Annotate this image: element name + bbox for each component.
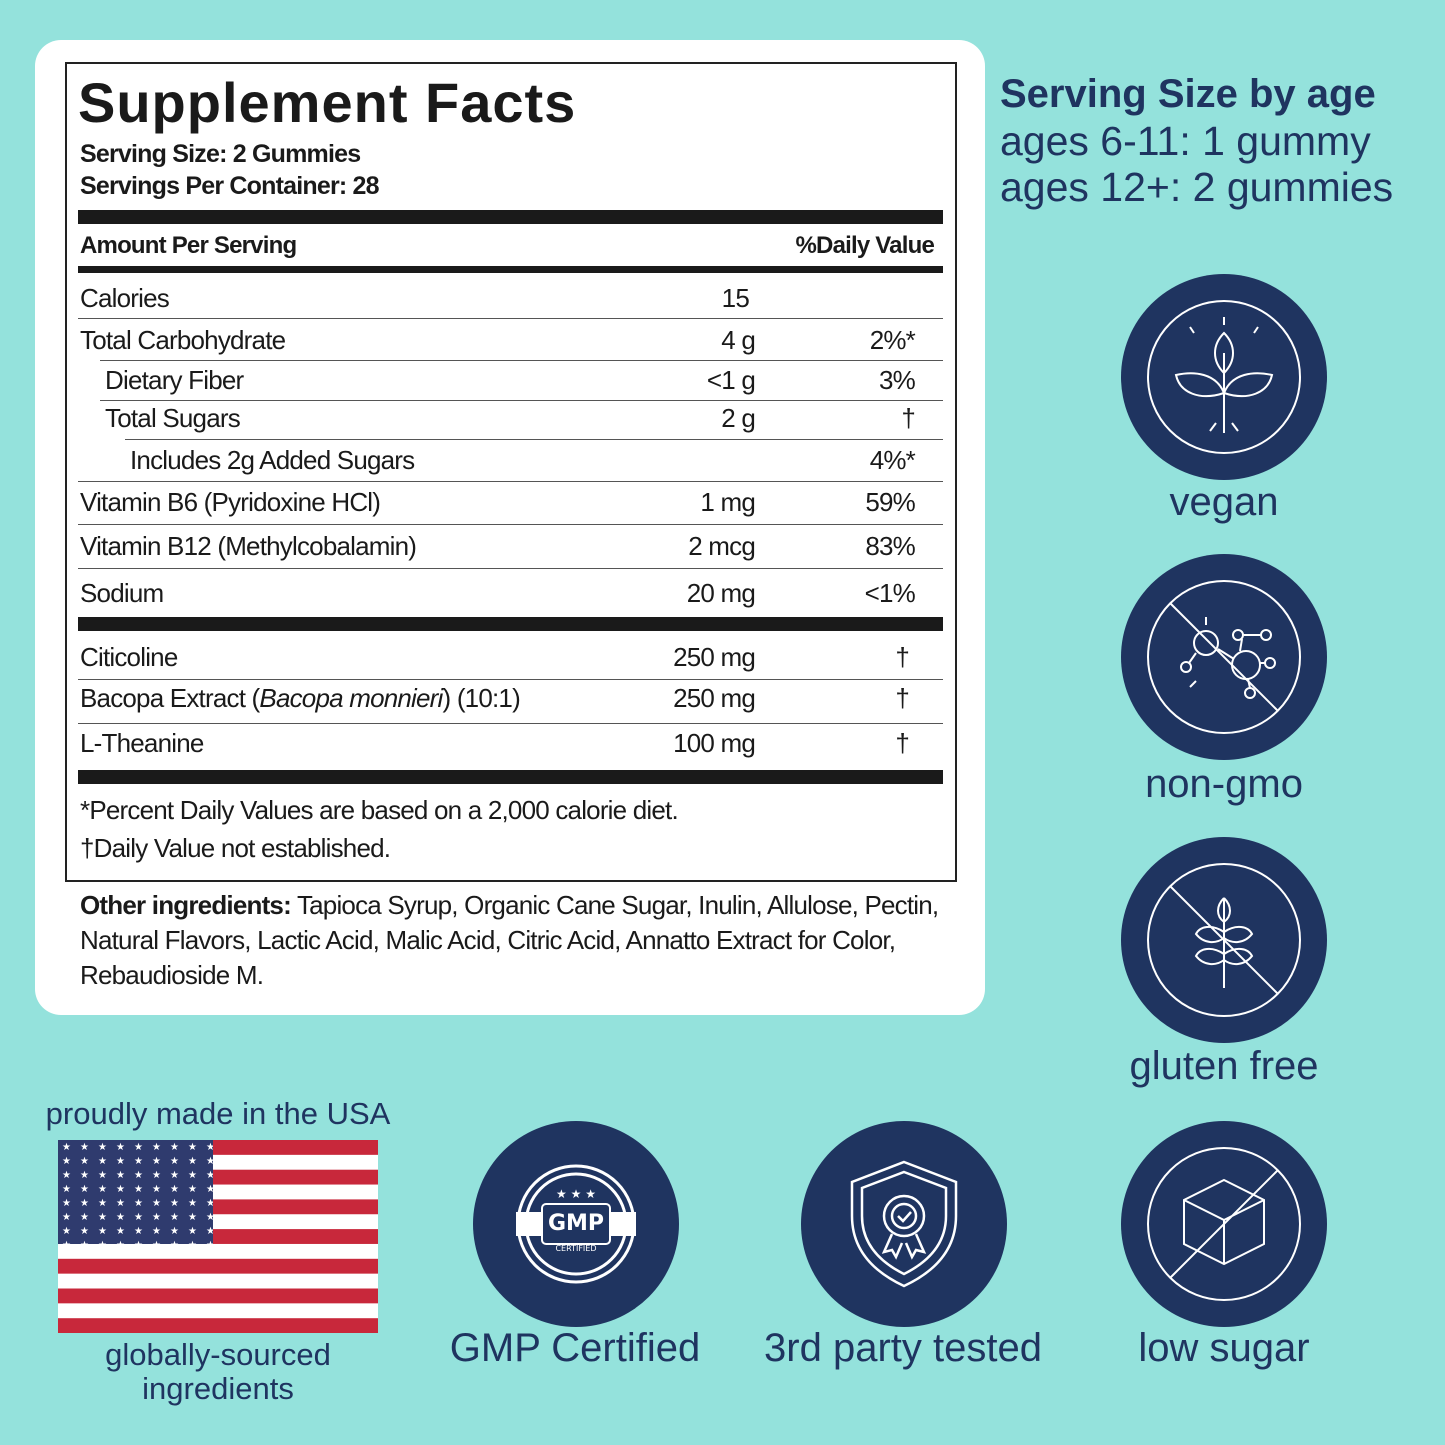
- row-name: Total Sugars: [105, 403, 241, 433]
- row-dv: †: [895, 642, 909, 672]
- gmp-label: GMP Certified: [449, 1326, 701, 1370]
- servings-per-container: Servings Per Container: 28: [80, 172, 380, 200]
- row-amount: 250 mg: [673, 683, 756, 713]
- row-name: L-Theanine: [80, 728, 204, 758]
- vegan-icon: [1121, 274, 1327, 480]
- row-dv: †: [901, 403, 915, 433]
- row-name: Vitamin B12 (Methylcobalamin): [80, 531, 417, 561]
- row-amount: 15: [721, 283, 750, 313]
- gmp-icon: GMP CERTIFIED ★ ★ ★: [473, 1121, 679, 1327]
- name-part: ) (10:1): [442, 683, 521, 713]
- row-amount: 1 mg: [700, 487, 755, 517]
- row-dv: †: [895, 728, 909, 758]
- row-dv: 83%: [865, 531, 915, 561]
- non-gmo-label: non-gmo: [1145, 762, 1303, 806]
- row-name: Calories: [80, 283, 170, 313]
- age-line: ages 6-11: 1 gummy: [1000, 118, 1371, 164]
- row-dv: 3%: [879, 365, 916, 395]
- usa-flag: ★: [58, 1140, 378, 1333]
- divider: [78, 568, 943, 569]
- row-amount: 100 mg: [673, 728, 756, 758]
- row-dv: †: [895, 683, 909, 713]
- divider: [100, 360, 943, 361]
- divider: [78, 481, 943, 482]
- row-name: Sodium: [80, 578, 164, 608]
- rule: [78, 266, 943, 273]
- gluten-free-icon: [1121, 837, 1327, 1043]
- row-amount: <1 g: [706, 365, 756, 395]
- row-amount: 4 g: [721, 325, 756, 355]
- facts-box: [65, 62, 957, 882]
- divider: [78, 723, 943, 724]
- row-amount: 20 mg: [686, 578, 756, 608]
- row-dv: 59%: [865, 487, 915, 517]
- gluten-free-label: gluten free: [1129, 1044, 1319, 1088]
- row-name: Vitamin B6 (Pyridoxine HCl): [80, 487, 381, 517]
- other-ingredients-text: Tapioca Syrup, Organic Cane Sugar, Inuli…: [80, 890, 939, 990]
- row-dv: <1%: [864, 578, 916, 608]
- footnote: †Daily Value not established.: [80, 833, 391, 863]
- row-name: Bacopa Extract (Bacopa monnieri) (10:1): [80, 680, 521, 716]
- divider: [100, 400, 943, 401]
- header-amount: Amount Per Serving: [80, 232, 297, 259]
- divider: [125, 439, 943, 440]
- usa-top: proudly made in the USA: [45, 1096, 391, 1131]
- facts-card: [35, 40, 985, 1015]
- other-ingredients-label: Other ingredients:: [80, 890, 292, 920]
- row-dv: 4%*: [869, 445, 916, 475]
- age-title: Serving Size by age: [1000, 72, 1376, 116]
- row-name: Dietary Fiber: [105, 365, 244, 395]
- name-part: Bacopa monnieri: [259, 683, 443, 713]
- row-name: Total Carbohydrate: [80, 325, 286, 355]
- gmp-seal-sub: CERTIFIED: [555, 1244, 596, 1253]
- age-line: ages 12+: 2 gummies: [1000, 164, 1394, 210]
- third-party-icon: [801, 1121, 1007, 1327]
- divider: [78, 318, 943, 319]
- row-name: Includes 2g Added Sugars: [130, 445, 415, 475]
- divider: [78, 524, 943, 525]
- header-dv: %Daily Value: [795, 232, 935, 259]
- usa-bottom: globally-sourced ingredients: [105, 1337, 331, 1406]
- row-dv: 2%*: [869, 325, 916, 355]
- row-amount: 250 mg: [673, 642, 756, 672]
- thick-rule: [78, 210, 943, 224]
- row-amount: 2 mcg: [688, 531, 756, 561]
- footnote: *Percent Daily Values are based on a 2,0…: [80, 795, 679, 825]
- other-ingredients: Other ingredients: Tapioca Syrup, Organi…: [80, 888, 940, 993]
- divider: [78, 679, 943, 680]
- serving-size: Serving Size: 2 Gummies: [80, 140, 361, 168]
- low-sugar-label: low sugar: [1138, 1326, 1310, 1370]
- thick-rule: [78, 770, 943, 784]
- gmp-seal: GMP: [548, 1211, 604, 1236]
- facts-title: Supplement Facts: [78, 71, 577, 134]
- gmp-stars: ★ ★ ★: [556, 1187, 596, 1201]
- name-part: Bacopa Extract (: [80, 683, 260, 713]
- thick-rule: [78, 617, 943, 631]
- row-name: Citicoline: [80, 642, 178, 672]
- vegan-label: vegan: [1169, 480, 1279, 524]
- row-amount: 2 g: [721, 403, 756, 433]
- non-gmo-icon: [1121, 554, 1327, 760]
- third-party-label: 3rd party tested: [764, 1326, 1042, 1370]
- low-sugar-icon: [1121, 1121, 1327, 1327]
